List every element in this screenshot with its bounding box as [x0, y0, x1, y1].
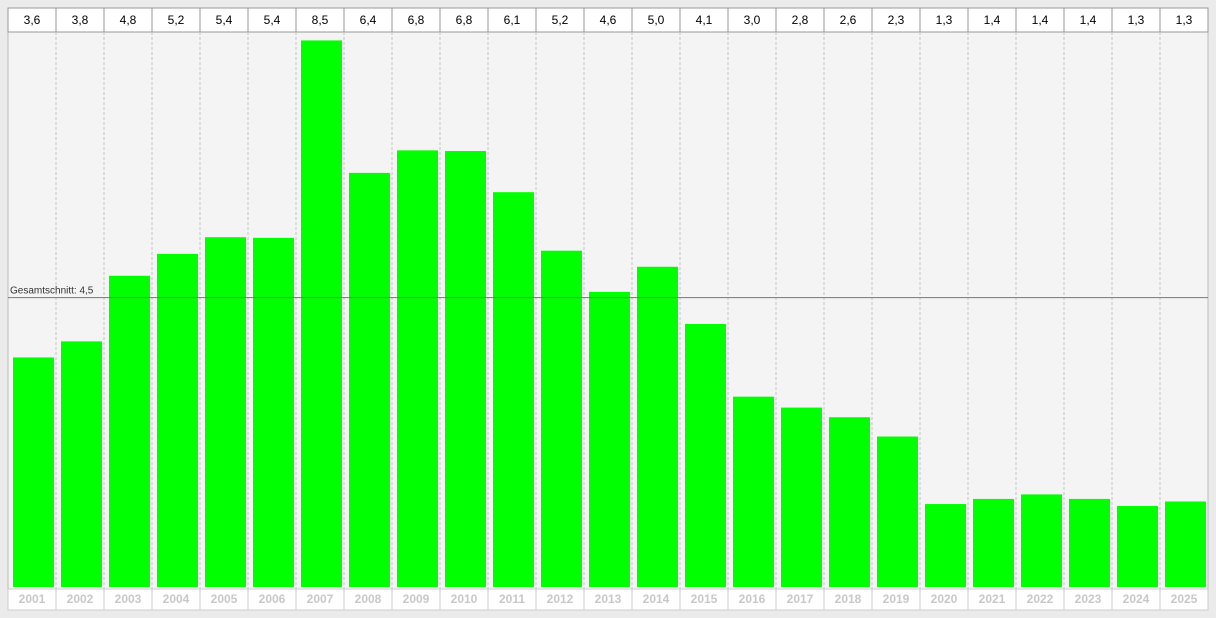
x-tick-label: 2020 — [931, 592, 958, 606]
x-tick-label: 2009 — [403, 592, 430, 606]
x-tick-label: 2005 — [211, 592, 238, 606]
bar — [1165, 501, 1206, 587]
value-label: 5,2 — [168, 13, 185, 27]
x-tick-label: 2018 — [835, 592, 862, 606]
x-tick-label: 2021 — [979, 592, 1006, 606]
value-label: 2,8 — [792, 13, 809, 27]
x-tick-label: 2010 — [451, 592, 478, 606]
x-tick-label: 2012 — [547, 592, 574, 606]
bar — [397, 150, 438, 587]
x-tick-label: 2002 — [67, 592, 94, 606]
x-tick-label: 2013 — [595, 592, 622, 606]
value-label: 3,0 — [744, 13, 761, 27]
value-label: 1,4 — [984, 13, 1001, 27]
bar — [157, 253, 198, 588]
x-tick-label: 2001 — [19, 592, 46, 606]
bar — [829, 417, 870, 587]
x-tick-label: 2007 — [307, 592, 334, 606]
value-label: 1,3 — [1176, 13, 1193, 27]
x-tick-label: 2015 — [691, 592, 718, 606]
value-label: 5,4 — [216, 13, 233, 27]
bar — [685, 324, 726, 587]
x-tick-label: 2025 — [1171, 592, 1198, 606]
value-label: 5,0 — [648, 13, 665, 27]
bar — [541, 250, 582, 587]
x-tick-label: 2011 — [499, 592, 525, 606]
value-label: 4,6 — [600, 13, 617, 27]
x-tick-label: 2006 — [259, 592, 286, 606]
value-label: 6,4 — [360, 13, 377, 27]
value-label: 3,6 — [24, 13, 41, 27]
bar — [925, 504, 966, 587]
bar — [253, 237, 294, 587]
value-label: 2,3 — [888, 13, 905, 27]
x-tick-label: 2004 — [163, 592, 190, 606]
x-tick-label: 2016 — [739, 592, 766, 606]
bar — [349, 172, 390, 588]
bar — [109, 275, 150, 587]
value-row — [7, 7, 1209, 33]
value-label: 6,8 — [408, 13, 425, 27]
x-tick-label: 2014 — [643, 592, 670, 606]
value-label: 1,4 — [1080, 13, 1097, 27]
value-label: 1,3 — [936, 13, 953, 27]
bar — [1117, 505, 1158, 587]
bar — [301, 40, 342, 587]
bar — [589, 291, 630, 587]
value-label: 6,1 — [504, 13, 521, 27]
bar — [973, 498, 1014, 587]
bar — [13, 357, 54, 587]
value-label: 2,6 — [840, 13, 857, 27]
bar — [877, 436, 918, 587]
bar — [1069, 498, 1110, 587]
year-row — [7, 588, 1209, 611]
x-tick-label: 2003 — [115, 592, 142, 606]
value-label: 1,3 — [1128, 13, 1145, 27]
bar — [637, 266, 678, 587]
bar — [733, 396, 774, 587]
average-label: Gesamtschnitt: 4,5 — [10, 285, 94, 296]
bar — [445, 151, 486, 588]
bar — [1021, 494, 1062, 587]
x-tick-label: 2024 — [1123, 592, 1150, 606]
bar — [781, 407, 822, 587]
value-label: 3,8 — [72, 13, 89, 27]
value-label: 4,1 — [696, 13, 713, 27]
x-tick-label: 2017 — [787, 592, 814, 606]
value-label: 5,4 — [264, 13, 281, 27]
value-label: 5,2 — [552, 13, 569, 27]
bar — [493, 192, 534, 587]
value-label: 4,8 — [120, 13, 137, 27]
value-label: 6,8 — [456, 13, 473, 27]
value-label: 8,5 — [312, 13, 329, 27]
x-tick-label: 2019 — [883, 592, 910, 606]
bar — [205, 237, 246, 587]
bar — [61, 341, 102, 587]
x-tick-label: 2022 — [1027, 592, 1054, 606]
value-label: 1,4 — [1032, 13, 1049, 27]
x-tick-label: 2023 — [1075, 592, 1102, 606]
x-tick-label: 2008 — [355, 592, 382, 606]
